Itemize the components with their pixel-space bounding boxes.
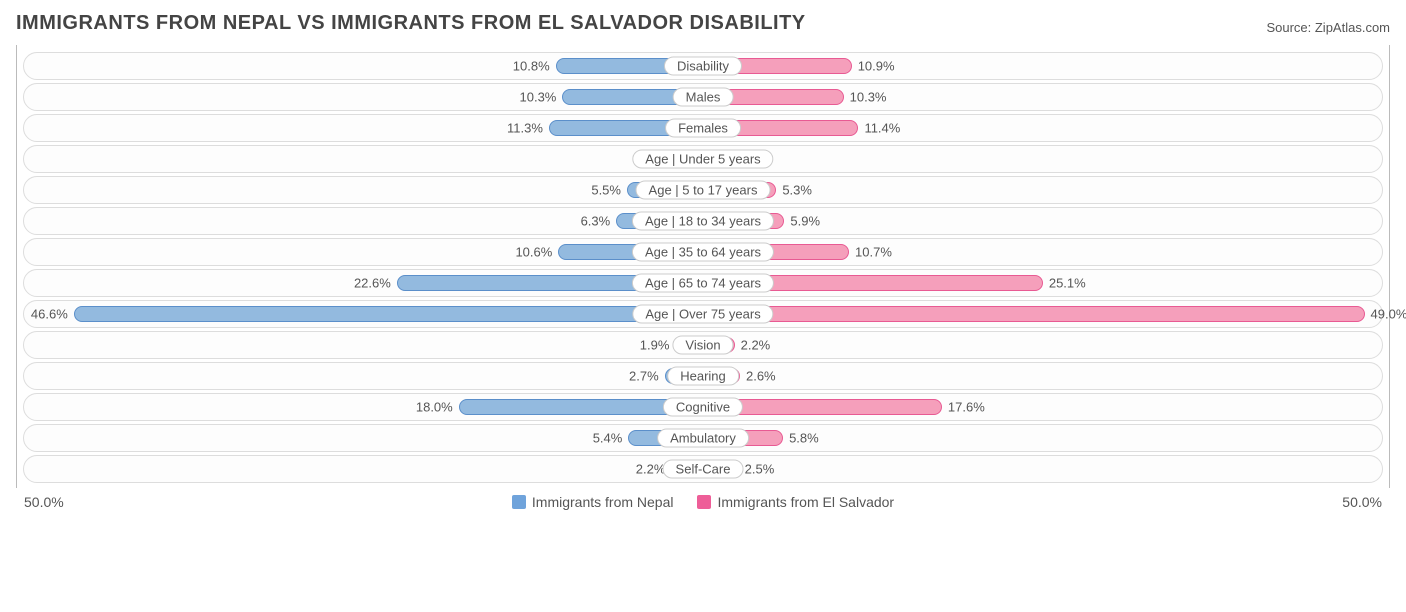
chart-container: IMMIGRANTS FROM NEPAL VS IMMIGRANTS FROM… xyxy=(0,0,1406,612)
category-label: Age | 65 to 74 years xyxy=(632,274,774,293)
value-left: 10.6% xyxy=(515,245,552,260)
value-left: 22.6% xyxy=(354,276,391,291)
legend-item-nepal: Immigrants from Nepal xyxy=(512,494,674,510)
table-row: 2.7% 2.6% Hearing xyxy=(23,362,1383,390)
table-row: 10.8% 10.9% Disability xyxy=(23,52,1383,80)
category-label: Males xyxy=(673,88,734,107)
footer: 50.0% Immigrants from Nepal Immigrants f… xyxy=(24,494,1382,510)
category-label: Hearing xyxy=(667,367,739,386)
table-row: 5.4% 5.8% Ambulatory xyxy=(23,424,1383,452)
bar-right xyxy=(703,306,1365,322)
value-left: 6.3% xyxy=(581,214,611,229)
category-label: Age | Under 5 years xyxy=(632,150,773,169)
value-right: 17.6% xyxy=(948,400,985,415)
category-label: Age | 35 to 64 years xyxy=(632,243,774,262)
table-row: 10.3% 10.3% Males xyxy=(23,83,1383,111)
value-left: 46.6% xyxy=(31,307,68,322)
chart-area: 10.8% 10.9% Disability 10.3% 10.3% Males 11.3%… xyxy=(16,45,1390,488)
table-row: 18.0% 17.6% Cognitive xyxy=(23,393,1383,421)
value-left: 1.9% xyxy=(640,338,670,353)
value-right: 2.2% xyxy=(741,338,771,353)
category-label: Age | 18 to 34 years xyxy=(632,212,774,231)
table-row: 11.3% 11.4% Females xyxy=(23,114,1383,142)
bar-left xyxy=(74,306,703,322)
value-right: 2.6% xyxy=(746,369,776,384)
table-row: 22.6% 25.1% Age | 65 to 74 years xyxy=(23,269,1383,297)
value-right: 10.3% xyxy=(850,90,887,105)
table-row: 6.3% 5.9% Age | 18 to 34 years xyxy=(23,207,1383,235)
value-left: 2.7% xyxy=(629,369,659,384)
legend-swatch-nepal xyxy=(512,495,526,509)
category-label: Females xyxy=(665,119,741,138)
value-right: 10.9% xyxy=(858,59,895,74)
axis-left-max: 50.0% xyxy=(24,494,64,510)
table-row: 1.9% 2.2% Vision xyxy=(23,331,1383,359)
legend-swatch-el-salvador xyxy=(697,495,711,509)
value-right: 10.7% xyxy=(855,245,892,260)
category-label: Age | 5 to 17 years xyxy=(636,181,771,200)
category-label: Cognitive xyxy=(663,398,743,417)
legend-item-el-salvador: Immigrants from El Salvador xyxy=(697,494,894,510)
value-left: 5.4% xyxy=(593,431,623,446)
value-left: 18.0% xyxy=(416,400,453,415)
value-right: 5.3% xyxy=(782,183,812,198)
chart-title: IMMIGRANTS FROM NEPAL VS IMMIGRANTS FROM… xyxy=(16,12,806,35)
value-right: 25.1% xyxy=(1049,276,1086,291)
value-right: 5.8% xyxy=(789,431,819,446)
category-label: Vision xyxy=(672,336,733,355)
table-row: 5.5% 5.3% Age | 5 to 17 years xyxy=(23,176,1383,204)
source-label: Source: ZipAtlas.com xyxy=(1266,20,1390,35)
value-left: 10.8% xyxy=(513,59,550,74)
category-label: Ambulatory xyxy=(657,429,749,448)
table-row: 46.6%49.0%Age | Over 75 years xyxy=(23,300,1383,328)
axis-right-max: 50.0% xyxy=(1342,494,1382,510)
category-label: Self-Care xyxy=(663,460,744,479)
table-row: 10.6% 10.7% Age | 35 to 64 years xyxy=(23,238,1383,266)
category-label: Disability xyxy=(664,57,742,76)
value-left: 10.3% xyxy=(520,90,557,105)
value-right: 5.9% xyxy=(790,214,820,229)
table-row: 2.2% 2.5%Self-Care xyxy=(23,455,1383,483)
value-left: 5.5% xyxy=(591,183,621,198)
legend: Immigrants from Nepal Immigrants from El… xyxy=(512,494,894,510)
value-right: 11.4% xyxy=(864,121,900,136)
legend-label-nepal: Immigrants from Nepal xyxy=(532,494,674,510)
header: IMMIGRANTS FROM NEPAL VS IMMIGRANTS FROM… xyxy=(16,12,1390,35)
value-left: 11.3% xyxy=(507,121,543,136)
value-right: 2.5% xyxy=(745,462,775,477)
value-left: 2.2% xyxy=(636,462,666,477)
category-label: Age | Over 75 years xyxy=(632,305,773,324)
legend-label-el-salvador: Immigrants from El Salvador xyxy=(717,494,894,510)
value-right: 49.0% xyxy=(1371,307,1406,322)
table-row: 1.0%1.1%Age | Under 5 years xyxy=(23,145,1383,173)
